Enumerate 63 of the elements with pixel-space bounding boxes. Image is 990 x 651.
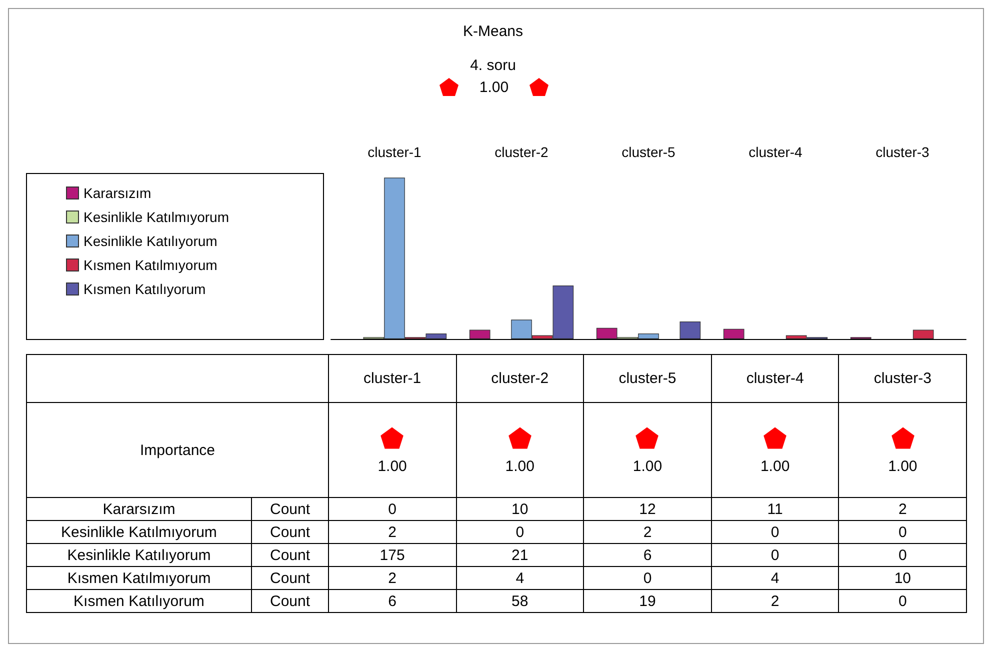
data-label: 10 [838,566,966,590]
data-label: 58 [456,590,584,612]
data-label: 4 [711,566,839,590]
text: Count [252,520,328,544]
data-label: 2 [328,566,456,590]
data-label: 0 [328,498,456,520]
data-label: 4 [456,566,584,590]
data-label: 0 [456,520,584,544]
data-label: 0 [838,520,966,544]
bar [723,328,744,339]
data-label: 175 [328,544,456,566]
data-label: 0 [584,566,712,590]
category-label: cluster-3 [874,370,932,387]
bar [680,321,701,339]
text: Kısmen Katılıyorum [74,592,204,610]
x-tick-label: cluster-4 [748,144,803,160]
data-label: 19 [584,590,712,612]
x-tick-label: cluster-2 [494,144,549,160]
text: 1.00 [378,458,407,474]
bar [912,330,934,339]
legend-label: Kesinlikle Katılmıyorum [84,209,229,225]
data-label: 6 [328,590,456,612]
legend-label: Kesinlikle Katılıyorum [84,233,218,249]
text: Kısmen Katılmıyorum [67,570,211,586]
bar [469,330,490,339]
data-label: 12 [584,498,712,520]
legend-label: Kararsızım [84,185,152,201]
data-label: 6 [584,544,712,566]
legend-label: Kısmen Katılıyorum [84,281,206,297]
category-label: cluster-4 [746,370,804,387]
data-label: 10 [456,498,584,520]
data-label: 0 [711,544,839,566]
category-label: cluster-1 [364,370,422,387]
text: Kararsızım [102,500,176,518]
data-label: 0 [711,520,839,544]
data-label: 2 [584,520,712,544]
chart-title: K-Means [462,23,524,40]
category-label: cluster-2 [491,370,549,387]
data-label: 11 [711,498,839,520]
data-label: 0 [838,544,966,566]
x-tick-label: cluster-1 [368,144,422,160]
text: 1.00 [479,78,509,96]
text: 1.00 [760,458,790,474]
text: Count [252,498,328,520]
data-label: 2 [328,520,456,544]
text: Importance [26,402,328,498]
legend-label: Kısmen Katılmıyorum [84,257,218,273]
text: Count [252,566,328,590]
data-label: 2 [711,590,839,612]
data-label: 2 [838,498,966,520]
text: Kesinlikle Katılmıyorum [61,524,217,540]
x-tick-label: cluster-3 [876,144,930,160]
text: 1.00 [632,458,662,474]
text: 1.00 [505,458,534,474]
data-label: 21 [456,544,584,566]
text: Count [252,544,328,566]
text: 1.00 [888,458,918,474]
text: Count [252,590,328,612]
chart-subtitle: 4. soru [469,57,517,74]
category-label: cluster-5 [618,370,676,387]
x-tick-label: cluster-5 [622,144,676,160]
text: Kesinlikle Katılıyorum [67,546,211,564]
data-label: 0 [838,590,966,612]
